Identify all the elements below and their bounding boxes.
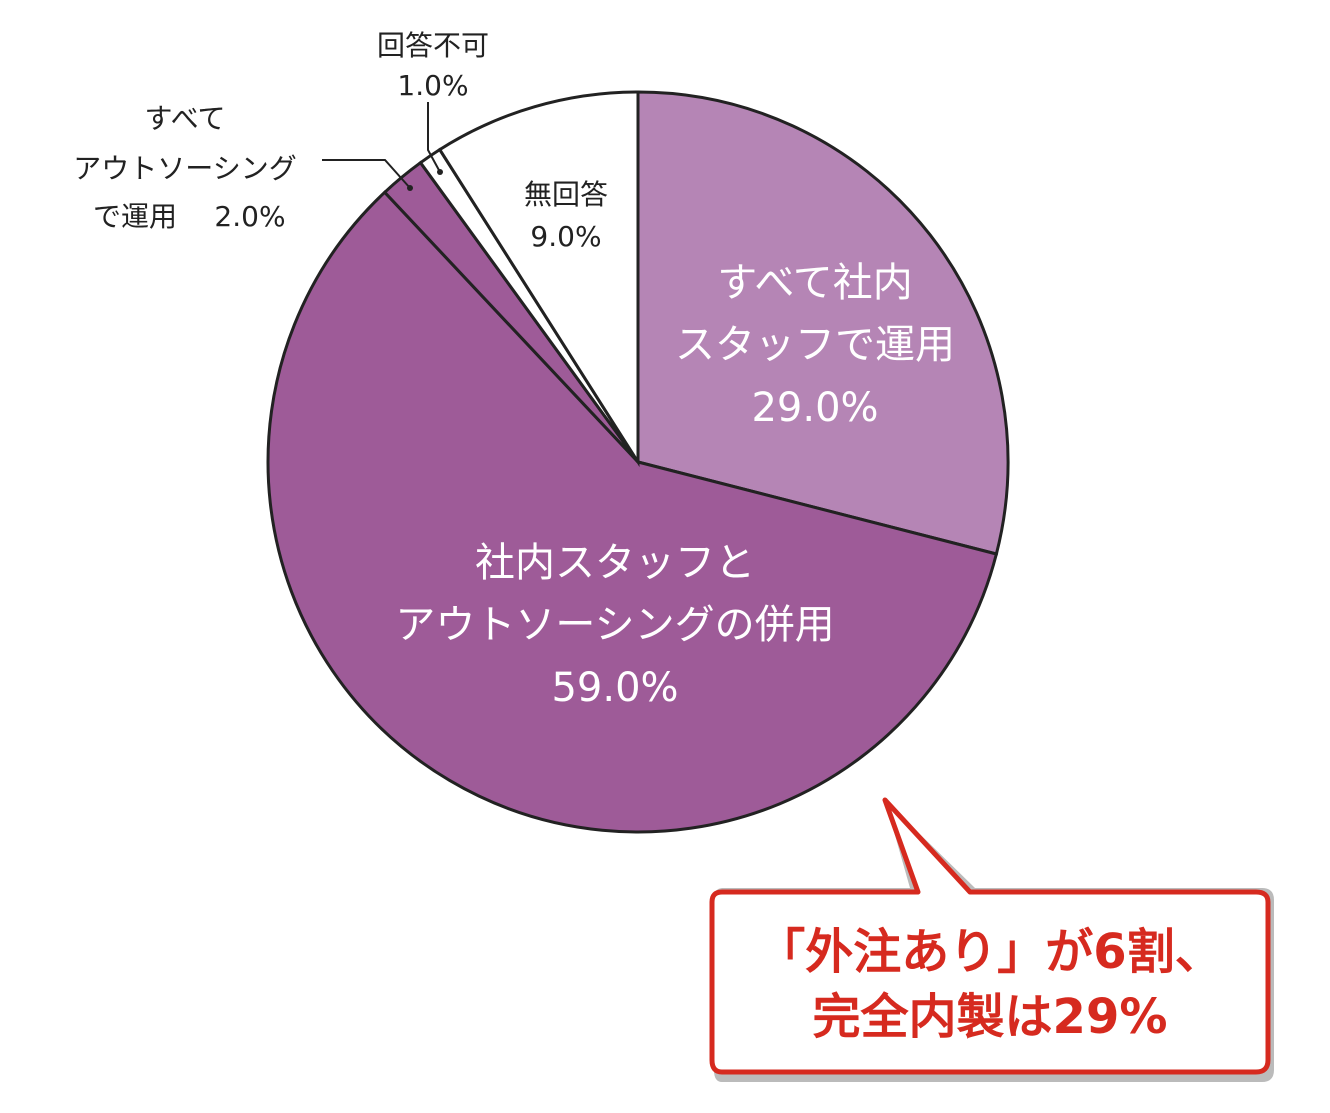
slice-label: すべて bbox=[145, 102, 226, 135]
value-label: 9.0% bbox=[530, 220, 601, 253]
callout-text: 「外注あり」が6割、 bbox=[757, 924, 1222, 980]
slice-label: すべて社内 bbox=[717, 260, 913, 306]
slice-label: 無回答 bbox=[524, 178, 608, 211]
value-label: 59.0% bbox=[551, 665, 678, 711]
value-label: 29.0% bbox=[751, 385, 878, 431]
slice-label: 回答不可 bbox=[377, 29, 489, 62]
pie-slice bbox=[266, 190, 999, 834]
slice-label: アウトソーシング bbox=[73, 152, 296, 185]
value-label: 1.0% bbox=[397, 69, 468, 102]
slice-label: で運用 bbox=[93, 200, 177, 233]
pie-slice bbox=[437, 90, 640, 468]
leader-line bbox=[427, 102, 441, 173]
value-label: 2.0% bbox=[214, 200, 285, 233]
callout-text: 完全内製は29% bbox=[813, 989, 1168, 1045]
slice-label: スタッフで運用 bbox=[675, 322, 955, 368]
slice-label: 社内スタッフと bbox=[475, 540, 755, 586]
slice-label: アウトソーシングの併用 bbox=[395, 602, 834, 648]
leader-line bbox=[322, 159, 411, 189]
pie-slice bbox=[636, 90, 1010, 556]
callout-box bbox=[709, 797, 1271, 1075]
